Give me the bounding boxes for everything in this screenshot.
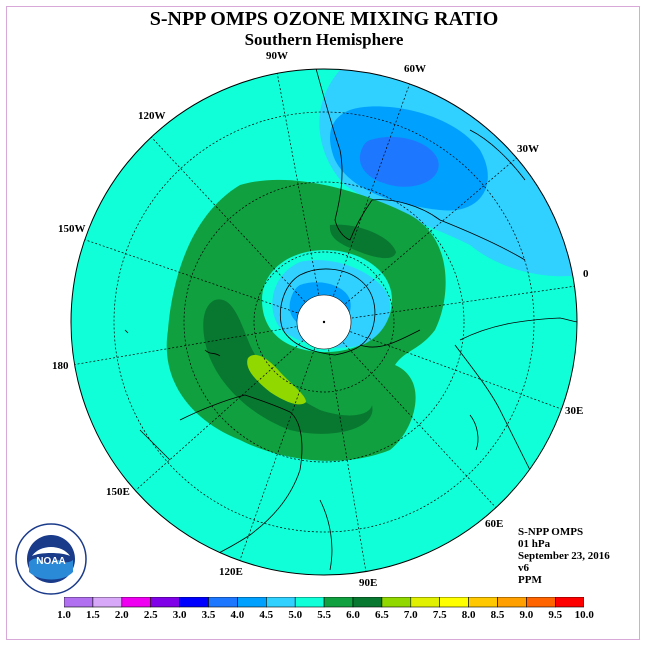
lon-label-90e: 90E bbox=[359, 577, 378, 589]
ozone-level-5-5-band-west bbox=[203, 299, 373, 434]
color-scale-tick-label: 9.5 bbox=[548, 609, 563, 621]
color-scale-tick-label: 10.0 bbox=[574, 609, 594, 621]
color-scale-segment bbox=[410, 597, 440, 608]
ozone-level-5-5-band-north bbox=[329, 224, 396, 259]
color-scale-segment bbox=[237, 597, 267, 608]
coastlines bbox=[124, 69, 577, 571]
color-scale-tick-label: 2.0 bbox=[114, 609, 129, 621]
color-scale-segment bbox=[150, 597, 180, 608]
color-scale-tick-label: 6.0 bbox=[346, 609, 360, 621]
lon-label-0: 0 bbox=[583, 268, 589, 280]
color-scale-tick-label: 7.5 bbox=[432, 609, 447, 621]
color-scale-segment bbox=[352, 597, 383, 608]
color-scale-segment bbox=[554, 597, 584, 608]
color-scale-tick-label: 1.0 bbox=[57, 609, 71, 621]
noaa-logo-text: NOAA bbox=[36, 556, 65, 567]
color-scale-segment bbox=[208, 597, 238, 608]
color-scale-segment bbox=[121, 597, 151, 608]
color-scale-segment bbox=[439, 597, 469, 608]
color-scale-segment bbox=[179, 597, 209, 608]
color-scale-tick-label: 7.0 bbox=[403, 609, 418, 621]
lon-label-180: 180 bbox=[52, 360, 69, 372]
map-title: S-NPP OMPS OZONE MIXING RATIO bbox=[149, 8, 499, 30]
info-block: S-NPP OMPS 01 hPa September 23, 2016 v6 … bbox=[518, 526, 610, 586]
info-instrument: S-NPP OMPS bbox=[518, 526, 584, 538]
lon-label-30w: 30W bbox=[517, 143, 539, 155]
lon-label-150w: 150W bbox=[58, 223, 86, 235]
info-pressure-level: 01 hPa bbox=[518, 538, 551, 550]
color-scale-tick-label: 4.0 bbox=[230, 609, 245, 621]
color-scale-segment bbox=[294, 597, 325, 608]
color-scale-tick-label: 8.5 bbox=[490, 609, 505, 621]
plot-frame bbox=[6, 6, 640, 640]
map-boundary bbox=[70, 68, 578, 576]
lon-label-120e: 120E bbox=[219, 566, 243, 578]
color-scale-tick-label: 9.0 bbox=[519, 609, 534, 621]
info-version: v6 bbox=[518, 562, 529, 574]
color-scale-segment bbox=[526, 597, 556, 608]
color-scale-segment bbox=[92, 597, 123, 608]
south-pole-marker bbox=[322, 320, 326, 324]
color-scale-segment bbox=[64, 597, 94, 608]
info-units: PPM bbox=[518, 574, 542, 586]
lon-label-150e: 150E bbox=[106, 486, 130, 498]
color-scale-segment bbox=[497, 597, 527, 608]
map-subtitle: Southern Hemisphere bbox=[244, 30, 404, 49]
lon-label-60e: 60E bbox=[485, 518, 504, 530]
color-scale-segment bbox=[381, 597, 412, 608]
color-scale-tick-label: 1.5 bbox=[86, 609, 100, 621]
color-scale-segment bbox=[266, 597, 296, 608]
info-date: September 23, 2016 bbox=[518, 550, 610, 562]
color-scale-bar bbox=[64, 597, 584, 608]
color-scale-tick-label: 5.5 bbox=[317, 609, 331, 621]
color-scale-segment bbox=[323, 597, 354, 608]
graticule bbox=[71, 71, 577, 573]
lon-label-120w: 120W bbox=[138, 110, 166, 122]
color-scale-segment bbox=[468, 597, 498, 608]
color-scale-tick-label: 5.0 bbox=[288, 609, 303, 621]
color-scale-tick-label: 3.0 bbox=[172, 609, 187, 621]
lon-label-60w: 60W bbox=[404, 63, 426, 75]
lon-label-90w: 90W bbox=[266, 50, 288, 62]
color-scale-tick-label: 2.5 bbox=[143, 609, 158, 621]
ozone-level-6-0-patch bbox=[247, 354, 306, 405]
color-scale-tick-label: 6.5 bbox=[375, 609, 389, 621]
ozone-level-3-0-region bbox=[359, 136, 439, 187]
color-scale-tick-label: 3.5 bbox=[201, 609, 216, 621]
lon-label-30e: 30E bbox=[565, 405, 584, 417]
color-scale-tick-label: 4.5 bbox=[259, 609, 274, 621]
noaa-logo-icon: NOAA bbox=[15, 523, 87, 595]
color-scale-tick-label: 8.0 bbox=[461, 609, 476, 621]
